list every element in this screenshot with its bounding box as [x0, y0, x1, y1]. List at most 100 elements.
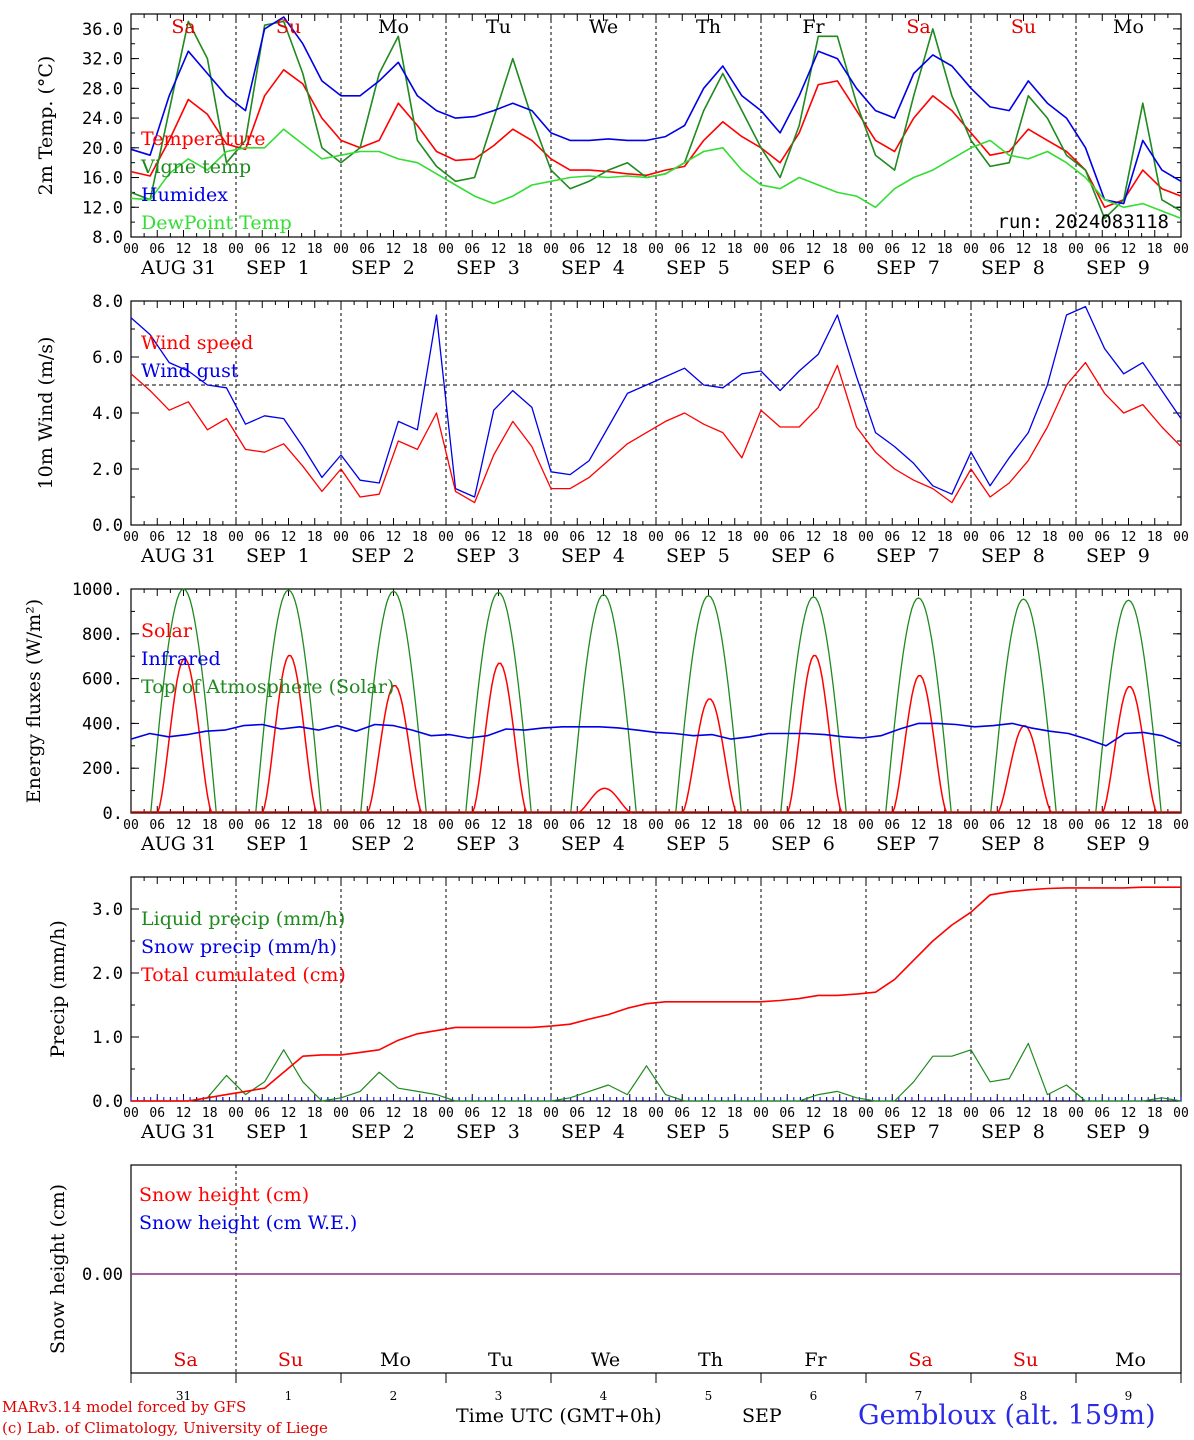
day-name: Tu: [486, 16, 511, 38]
toa-solar-day-curve: [255, 589, 322, 814]
hour-tick-label: 18: [832, 530, 848, 545]
y-tick-label: 12.0: [82, 198, 123, 218]
y-tick-label: 1.0: [92, 1028, 123, 1048]
y-tick-label: 8.0: [92, 228, 123, 248]
y-axis-label: Precip (mm/h): [47, 920, 69, 1058]
hour-tick-label: 18: [622, 1106, 638, 1121]
date-label: SEP 8: [981, 257, 1045, 279]
hour-tick-label: 12: [1016, 530, 1032, 545]
hour-tick-label: 06: [989, 818, 1005, 833]
bottom-day-number: 7: [915, 1389, 923, 1403]
hour-tick-label: 12: [386, 242, 402, 257]
hour-tick-label: 00: [228, 242, 244, 257]
y-tick-label: 0.0: [92, 516, 123, 536]
hour-tick-label: 12: [806, 1106, 822, 1121]
date-label: SEP 3: [456, 545, 520, 567]
toa-solar-day-curve: [360, 590, 427, 814]
hour-tick-label: 00: [228, 1106, 244, 1121]
hour-tick-label: 06: [464, 1106, 480, 1121]
hour-tick-label: 12: [596, 242, 612, 257]
date-label: SEP 4: [561, 545, 625, 567]
hour-tick-label: 18: [412, 1106, 428, 1121]
day-name: Mo: [378, 16, 409, 38]
bottom-day-name: Fr: [804, 1349, 827, 1371]
hour-tick-label: 06: [1094, 1106, 1110, 1121]
hour-tick-label: 18: [202, 530, 218, 545]
hour-tick-label: 00: [543, 530, 559, 545]
wind-gust-line: [130, 305, 1182, 498]
hour-tick-label: 18: [307, 818, 323, 833]
legend-snow-precip-mm-h: Snow precip (mm/h): [141, 936, 337, 958]
y-tick-label: 2.0: [92, 964, 123, 984]
y-tick-label: 32.0: [82, 50, 123, 70]
hour-tick-label: 00: [333, 242, 349, 257]
day-name: Mo: [1113, 16, 1144, 38]
hour-tick-label: 06: [779, 1106, 795, 1121]
hour-tick-label: 18: [622, 530, 638, 545]
hour-tick-label: 06: [1094, 818, 1110, 833]
liquid-precip-line: [131, 1042, 1182, 1102]
hour-tick-label: 00: [543, 1106, 559, 1121]
solar-day-curve: [891, 674, 948, 814]
hour-tick-label: 18: [412, 530, 428, 545]
hour-tick-label: 00: [858, 1106, 874, 1121]
hour-tick-label: 12: [596, 530, 612, 545]
bottom-day-number: 31: [176, 1389, 191, 1403]
y-tick-label: 0.00: [82, 1265, 123, 1285]
hour-tick-label: 06: [1094, 530, 1110, 545]
hour-tick-label: 12: [1121, 530, 1137, 545]
bottom-day-name: Th: [698, 1349, 723, 1371]
hour-tick-label: 12: [911, 530, 927, 545]
hour-tick-label: 12: [701, 242, 717, 257]
bottom-day-name: Mo: [1115, 1349, 1146, 1371]
solar-day-curve: [366, 684, 423, 814]
date-label: AUG 31: [140, 257, 216, 279]
solar-day-curve: [786, 654, 843, 814]
hour-tick-label: 00: [123, 530, 139, 545]
hour-tick-label: 18: [1042, 530, 1058, 545]
y-tick-label: 3.0: [92, 900, 123, 920]
date-label: AUG 31: [140, 545, 216, 567]
humidex-line: [130, 16, 1182, 205]
legend-liquid-precip-mm-h: Liquid precip (mm/h): [141, 908, 345, 930]
bottom-day-number: 3: [495, 1389, 503, 1403]
hour-tick-label: 12: [491, 242, 507, 257]
hour-tick-label: 12: [281, 818, 297, 833]
y-axis-label: 10m Wind (m/s): [35, 337, 57, 490]
date-label: SEP 6: [771, 545, 835, 567]
hour-tick-label: 00: [753, 530, 769, 545]
hour-tick-label: 12: [281, 530, 297, 545]
hour-tick-label: 12: [911, 242, 927, 257]
hour-tick-label: 06: [884, 530, 900, 545]
hour-tick-label: 18: [832, 1106, 848, 1121]
date-label: SEP 1: [246, 833, 310, 855]
toa-solar-day-curve: [780, 596, 847, 814]
hour-tick-label: 06: [779, 530, 795, 545]
y-tick-label: 200.: [82, 759, 123, 779]
hour-tick-label: 06: [359, 818, 375, 833]
hour-tick-label: 12: [1016, 1106, 1032, 1121]
station-name: Gembloux (alt. 159m): [858, 1400, 1156, 1431]
hour-tick-label: 18: [727, 818, 743, 833]
bottom-day-name: Mo: [380, 1349, 411, 1371]
hour-tick-label: 00: [963, 1106, 979, 1121]
hour-tick-label: 06: [254, 530, 270, 545]
hour-tick-label: 12: [596, 1106, 612, 1121]
hour-tick-label: 18: [1147, 818, 1163, 833]
legend-temperature: Temperature: [141, 128, 265, 150]
panel-frame: [130, 588, 1182, 814]
date-label: SEP 2: [351, 1121, 415, 1143]
hour-tick-label: 18: [1042, 818, 1058, 833]
hour-tick-label: 12: [491, 1106, 507, 1121]
hour-tick-label: 18: [832, 242, 848, 257]
hour-tick-label: 00: [333, 530, 349, 545]
date-label: SEP 7: [876, 545, 940, 567]
hour-tick-label: 18: [622, 242, 638, 257]
bottom-day-name: Sa: [908, 1349, 932, 1371]
bottom-day-number: 2: [390, 1389, 398, 1403]
hour-tick-label: 06: [149, 242, 165, 257]
hour-tick-label: 18: [1147, 530, 1163, 545]
bottom-day-name: Tu: [488, 1349, 513, 1371]
hour-tick-label: 12: [281, 242, 297, 257]
